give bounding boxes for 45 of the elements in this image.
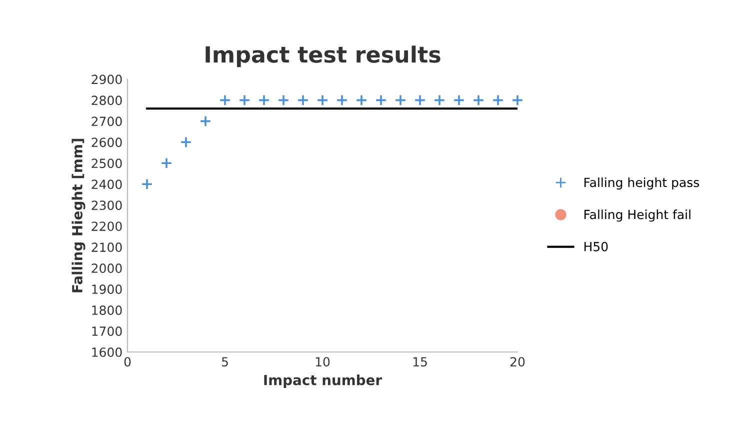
point (316, 94, 328, 106)
y-tick-label: 2400 (92, 180, 122, 190)
point (238, 94, 250, 106)
x-tick-label: 0 (124, 357, 131, 367)
y-axis-title: Falling Hieght [mm] (72, 138, 86, 292)
y-tick-label: 2500 (92, 158, 122, 168)
x-axis-title: Impact number (264, 374, 382, 388)
legend-label: Falling Height fail (584, 210, 690, 222)
point (394, 94, 406, 106)
y-tick-label: 1600 (92, 347, 122, 357)
point (297, 94, 309, 106)
point (141, 178, 153, 190)
y-tick-label: 2800 (92, 96, 122, 106)
point (258, 94, 270, 106)
point (200, 115, 212, 127)
x-tick-label: 15 (413, 357, 427, 367)
legend-label: Falling height pass (584, 177, 700, 190)
y-tick-label: 2600 (92, 138, 122, 148)
point (472, 94, 484, 106)
y-tick-label: 2200 (92, 222, 122, 232)
point (492, 94, 504, 106)
point (375, 94, 387, 106)
y-tick-label: 2100 (92, 242, 122, 252)
point (219, 94, 231, 106)
y-tick-label: 1800 (92, 306, 122, 315)
legend-label: H50 (584, 242, 608, 252)
point (160, 157, 172, 169)
y-tick-label: 2000 (92, 264, 122, 273)
y-tick-label: 2700 (92, 116, 122, 126)
point (512, 94, 524, 106)
y-tick-label: 2900 (92, 74, 122, 84)
point (453, 94, 465, 106)
point (278, 94, 290, 106)
y-tick-label: 2300 (92, 200, 122, 210)
x-tick-label: 10 (316, 357, 330, 367)
y-tick-label: 1700 (92, 326, 122, 336)
point (434, 94, 446, 106)
point (180, 136, 192, 148)
y-tick-label: 1900 (92, 284, 122, 294)
chart-title: Impact test results (206, 46, 440, 68)
x-tick-label: 5 (222, 357, 228, 367)
point (356, 94, 368, 106)
x-tick-label: 20 (510, 357, 525, 367)
point (414, 94, 426, 106)
point (336, 94, 348, 106)
